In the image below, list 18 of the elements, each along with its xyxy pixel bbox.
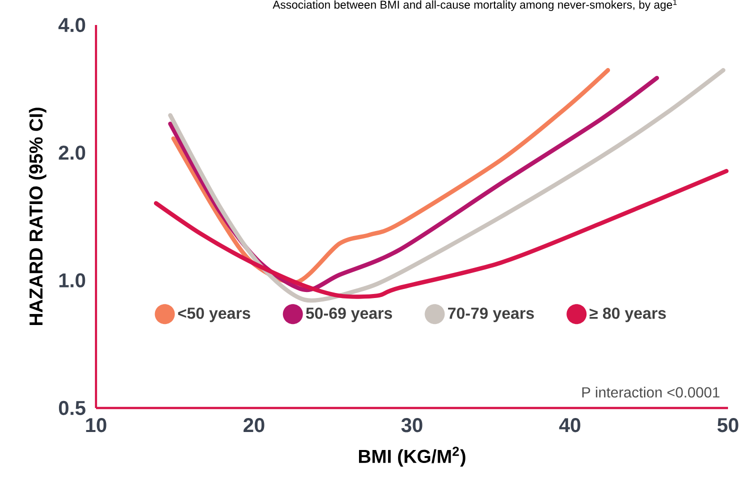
y-axis-title: HAZARD RATIO (95% CI) [28,108,46,326]
legend-label: <50 years [178,308,250,322]
y-tick-label: 0.5 [58,400,86,416]
y-tick-label: 4.0 [58,18,86,32]
legend-label: 50-69 years [306,308,392,322]
x-tick-label: 30 [401,418,422,432]
y-tick-label: 1.0 [59,273,86,288]
x-tick-label: 50 [717,418,738,432]
line-series [154,168,729,299]
y-tick-label: 2.0 [58,146,86,160]
x-tick-label: 20 [244,418,264,432]
legend-label: 70-79 years [448,308,534,322]
x-axis-title: BMI (KG/M$^{2}$) [359,446,466,467]
annotation: P interaction <0.0001 [582,386,720,398]
line-series [168,68,726,303]
x-tick-label: 10 [86,418,106,432]
x-tick-label: 40 [559,418,580,432]
legend-label: ≥ 80 years [590,308,666,322]
